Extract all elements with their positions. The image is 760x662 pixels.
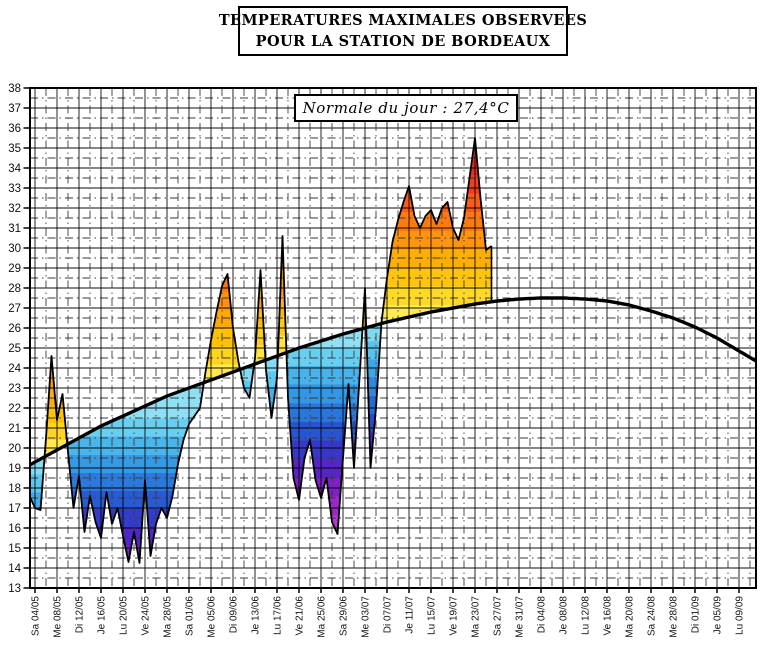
y-tick-label: 30 (8, 243, 21, 255)
above-normal-area (277, 236, 287, 356)
y-tick-label: 22 (8, 403, 21, 415)
x-tick-label: Je 13/06 (251, 596, 262, 635)
x-tick-label: Sa 04/05 (31, 596, 42, 636)
x-tick-label: Me 08/05 (53, 596, 64, 638)
y-tick-label: 26 (8, 323, 21, 335)
y-tick-label: 19 (8, 463, 21, 475)
x-tick-label: Lu 17/06 (273, 596, 284, 635)
x-tick-label: Sa 27/07 (493, 596, 504, 636)
x-tick-label: Je 16/05 (97, 596, 108, 635)
x-tick-label: Ma 20/08 (625, 596, 636, 638)
below-normal-area (286, 328, 363, 534)
x-tick-label: Ma 23/07 (471, 596, 482, 638)
chart-title-line1: TEMPERATURES MAXIMALES OBSERVEES (218, 11, 588, 29)
y-tick-label: 37 (8, 103, 21, 115)
y-tick-label: 24 (8, 363, 21, 375)
chart-title-box: TEMPERATURES MAXIMALES OBSERVEES POUR LA… (219, 6, 587, 56)
x-tick-label: Me 03/07 (361, 596, 372, 638)
y-tick-label: 27 (8, 303, 21, 315)
x-tick-label: Ma 28/05 (163, 596, 174, 638)
y-tick-label: 28 (8, 283, 21, 295)
x-tick-label: Me 05/06 (207, 596, 218, 638)
y-tick-label: 21 (8, 423, 21, 435)
y-tick-label: 23 (8, 383, 21, 395)
below-normal-area (265, 355, 278, 418)
y-tick-label: 15 (8, 543, 21, 555)
y-tick-label: 34 (8, 163, 21, 175)
y-tick-label: 20 (8, 443, 21, 455)
x-tick-label: Sa 01/06 (185, 596, 196, 636)
axis-labels: 13 14 15 16 17 18 19 20 21 22 23 24 25 26 27 28 29 30 31 32… (8, 83, 745, 638)
x-tick-label: Je 11/07 (405, 596, 416, 634)
x-tick-label: Ma 25/06 (317, 596, 328, 638)
gridlines (30, 88, 756, 588)
x-tick-label: Je 05/09 (713, 596, 724, 635)
x-tick-label: Lu 15/07 (427, 596, 438, 635)
observed-temperature-line (30, 137, 493, 564)
axis-ticks (23, 87, 740, 593)
plot-border (29, 87, 757, 589)
x-tick-label: Me 28/08 (669, 596, 680, 638)
x-tick-label: Lu 12/08 (581, 596, 592, 635)
x-tick-label: Lu 09/09 (735, 596, 746, 635)
y-tick-label: 29 (8, 263, 21, 275)
x-tick-label: Sa 29/06 (339, 596, 350, 636)
y-tick-label: 31 (8, 223, 21, 235)
deviation-area-fills (30, 138, 492, 563)
y-tick-label: 13 (8, 583, 21, 595)
x-tick-label: Je 08/08 (559, 596, 570, 635)
y-tick-label: 17 (8, 503, 21, 515)
x-tick-label: Ve 16/08 (603, 596, 614, 636)
y-tick-label: 36 (8, 123, 21, 135)
y-tick-label: 14 (8, 563, 21, 575)
x-tick-label: Di 07/07 (383, 596, 394, 634)
x-tick-label: Di 12/05 (75, 596, 86, 634)
x-tick-label: Me 31/07 (515, 596, 526, 638)
y-tick-label: 18 (8, 483, 21, 495)
y-tick-label: 32 (8, 203, 21, 215)
x-tick-label: Ve 19/07 (449, 596, 460, 636)
y-tick-label: 38 (8, 83, 21, 95)
x-tick-label: Lu 20/05 (119, 596, 130, 635)
x-tick-label: Sa 24/08 (647, 596, 658, 636)
x-tick-label: Di 01/09 (691, 596, 702, 634)
y-tick-label: 16 (8, 523, 21, 535)
normal-curve (30, 296, 756, 467)
y-tick-label: 33 (8, 183, 21, 195)
x-tick-label: Ve 24/05 (141, 596, 152, 636)
y-tick-label: 25 (8, 343, 21, 355)
normale-annotation-label: Normale du jour : 27,4°C (302, 99, 510, 117)
x-tick-label: Ve 21/06 (295, 596, 306, 636)
x-tick-label: Di 04/08 (537, 596, 548, 634)
chart-title-line2: POUR LA STATION DE BORDEAUX (255, 33, 551, 50)
x-tick-label: Di 09/06 (229, 596, 240, 634)
y-tick-label: 35 (8, 143, 21, 155)
normale-annotation-box: Normale du jour : 27,4°C (294, 94, 518, 122)
